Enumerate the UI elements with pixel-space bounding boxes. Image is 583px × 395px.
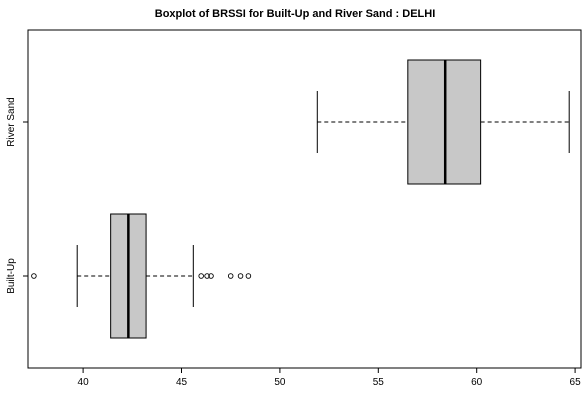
x-tick-label-55: 55	[373, 377, 385, 388]
outlier-point-built-up-6	[245, 273, 252, 279]
outlier-point-built-up-1	[198, 273, 204, 279]
box-built-up	[31, 213, 252, 339]
outlier-point-built-up-0	[31, 273, 37, 279]
x-tick-label-50: 50	[274, 377, 286, 388]
y-category-label-river-sand: River Sand	[6, 97, 17, 146]
x-tick-label-40: 40	[78, 377, 90, 388]
boxes-layer	[31, 59, 570, 339]
y-axis: River Sand Built-Up	[6, 97, 28, 294]
outlier-point-built-up-5	[237, 273, 244, 279]
x-tick-label-60: 60	[471, 377, 483, 388]
x-axis: 40 45 50 55 60 65	[78, 367, 582, 388]
box-river-sand	[316, 59, 570, 185]
outlier-point-built-up-2	[204, 273, 210, 279]
chart-title: Boxplot of BRSSI for Built-Up and River …	[155, 8, 436, 20]
x-tick-label-45: 45	[176, 377, 188, 388]
x-tick-label-65: 65	[570, 377, 582, 388]
outlier-point-built-up-4	[227, 273, 234, 279]
y-category-label-built-up: Built-Up	[6, 258, 17, 294]
outlier-point-built-up-3	[208, 273, 214, 279]
